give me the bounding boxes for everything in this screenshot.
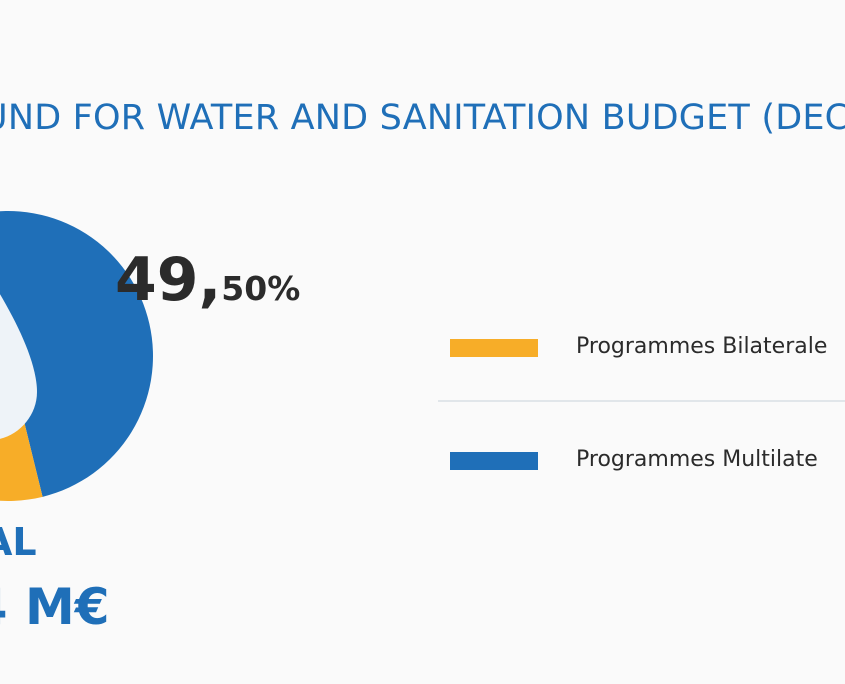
- chart-title: UND FOR WATER AND SANITATION BUDGET (DEC…: [0, 98, 845, 138]
- legend-item-multilateral: Programmes Multilate: [450, 441, 845, 481]
- pie-slices: [0, 211, 153, 501]
- slice-value-label: 49,50%: [115, 245, 300, 315]
- legend-swatch-multilateral: [450, 452, 538, 470]
- total-value: 44 M€: [0, 578, 110, 636]
- total-label: TAL: [0, 520, 37, 564]
- slice-value-integer: 49,: [115, 245, 222, 315]
- legend-divider: [438, 400, 845, 402]
- pie-slice-multilateral: [0, 211, 153, 497]
- legend-label-multilateral: Programmes Multilate: [576, 447, 818, 472]
- pie-slice-bilateral: [0, 318, 43, 501]
- slice-value-decimal: 50%: [221, 269, 301, 308]
- water-drop-icon: [0, 294, 37, 439]
- legend-item-bilateral: Programmes Bilaterale: [450, 328, 845, 368]
- legend-swatch-bilateral: [450, 339, 538, 357]
- legend-label-bilateral: Programmes Bilaterale: [576, 334, 828, 359]
